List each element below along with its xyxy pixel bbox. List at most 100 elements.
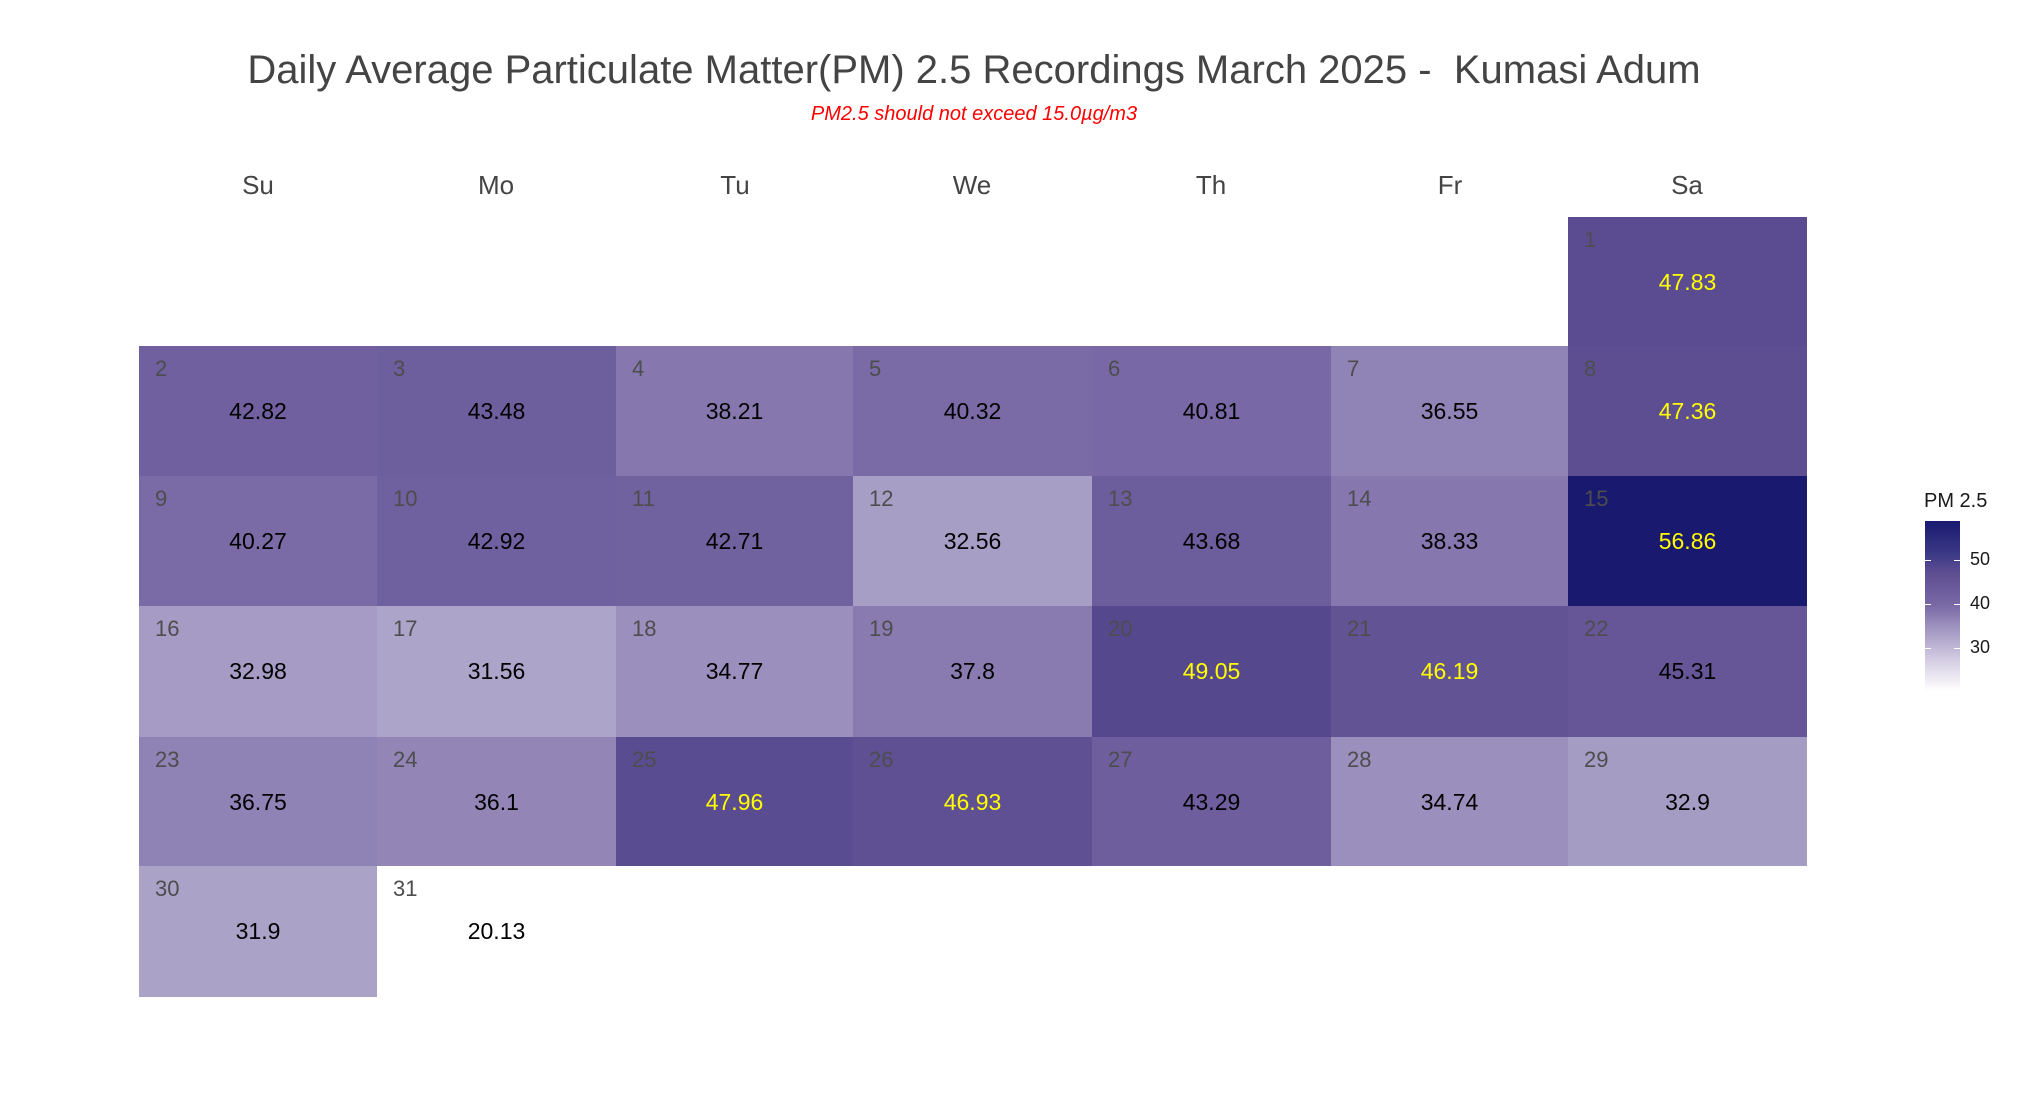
day-number: 12 xyxy=(869,486,894,511)
day-cell-28: 28 34.74 xyxy=(1331,737,1568,866)
day-number: 27 xyxy=(1108,747,1133,772)
day-cell-12: 12 32.56 xyxy=(853,476,1092,606)
pm25-value-label: 36.55 xyxy=(1420,398,1479,424)
legend-tick-label: 40 xyxy=(1970,592,1991,613)
day-number: 20 xyxy=(1108,616,1133,641)
day-cell-25: 25 47.96 xyxy=(616,737,853,866)
day-number: 10 xyxy=(393,486,418,511)
weekday-label-fr: Fr xyxy=(1437,170,1463,200)
day-number: 26 xyxy=(869,747,894,772)
day-cell-11: 11 42.71 xyxy=(616,476,853,606)
day-cell-10: 10 42.92 xyxy=(377,476,616,606)
day-number: 2 xyxy=(155,356,168,381)
legend-tick-mark xyxy=(1954,559,1960,561)
day-cell-3: 3 43.48 xyxy=(377,346,616,476)
pm25-value-label: 43.29 xyxy=(1182,789,1241,815)
pm25-value-label: 31.56 xyxy=(467,658,526,684)
day-number: 23 xyxy=(155,747,180,772)
chart-subtitle: PM2.5 should not exceed 15.0µg/m3 xyxy=(810,103,1138,125)
pm25-value-label: 49.05 xyxy=(1182,658,1241,684)
day-number: 21 xyxy=(1347,616,1372,641)
pm25-value-label: 38.21 xyxy=(705,398,764,424)
day-number: 6 xyxy=(1108,356,1121,381)
legend-title: PM 2.5 xyxy=(1924,490,1988,512)
day-number: 15 xyxy=(1584,486,1609,511)
pm25-value-label: 32.9 xyxy=(1665,789,1710,815)
day-cell-5: 5 40.32 xyxy=(853,346,1092,476)
day-cell-20: 20 49.05 xyxy=(1092,606,1331,737)
day-cell-21: 21 46.19 xyxy=(1331,606,1568,737)
day-number: 14 xyxy=(1347,486,1372,511)
pm25-value-label: 42.82 xyxy=(229,398,287,424)
day-number: 31 xyxy=(393,876,418,901)
day-cell-9: 9 40.27 xyxy=(139,476,377,606)
chart-title: Daily Average Particulate Matter(PM) 2.5… xyxy=(247,48,1701,92)
day-number: 30 xyxy=(155,876,180,901)
pm25-value-label: 37.8 xyxy=(950,658,995,684)
pm25-value-label: 42.71 xyxy=(705,528,764,554)
pm25-value-label: 34.77 xyxy=(705,658,764,684)
day-number: 25 xyxy=(632,747,657,772)
day-number: 9 xyxy=(155,486,168,511)
day-number: 7 xyxy=(1347,356,1360,381)
pm25-value-label: 47.83 xyxy=(1658,269,1717,295)
weekday-label-we: We xyxy=(952,170,992,200)
day-cell-7: 7 36.55 xyxy=(1331,346,1568,476)
day-cell-24: 24 36.1 xyxy=(377,737,616,866)
pm25-value-label: 56.86 xyxy=(1658,528,1717,554)
legend-tick-mark xyxy=(1925,559,1931,561)
day-cell-23: 23 36.75 xyxy=(139,737,377,866)
day-cell-2: 2 42.82 xyxy=(139,346,377,476)
day-number: 3 xyxy=(393,356,406,381)
day-number: 28 xyxy=(1347,747,1372,772)
pm25-value-label: 43.68 xyxy=(1182,528,1241,554)
legend-tick-mark xyxy=(1954,603,1960,605)
day-cell-16: 16 32.98 xyxy=(139,606,377,737)
day-number: 24 xyxy=(393,747,418,772)
day-cell-13: 13 43.68 xyxy=(1092,476,1331,606)
pm25-value-label: 40.27 xyxy=(229,528,287,554)
day-cell-26: 26 46.93 xyxy=(853,737,1092,866)
pm25-value-label: 46.93 xyxy=(943,789,1002,815)
day-number: 13 xyxy=(1108,486,1133,511)
pm25-value-label: 40.81 xyxy=(1182,398,1241,424)
legend-tick-label: 30 xyxy=(1970,636,1991,657)
day-number: 17 xyxy=(393,616,418,641)
day-cell-29: 29 32.9 xyxy=(1568,737,1807,866)
day-cell-17: 17 31.56 xyxy=(377,606,616,737)
pm25-value-label: 42.92 xyxy=(467,528,526,554)
day-cell-4: 4 38.21 xyxy=(616,346,853,476)
day-number: 22 xyxy=(1584,616,1609,641)
legend-colorbar xyxy=(1925,521,1960,691)
weekday-label-su: Su xyxy=(242,170,274,200)
pm25-value-label: 31.9 xyxy=(235,918,281,944)
day-cell-15: 15 56.86 xyxy=(1568,476,1807,606)
day-cell-22: 22 45.31 xyxy=(1568,606,1807,737)
pm25-value-label: 40.32 xyxy=(943,398,1002,424)
day-cell-6: 6 40.81 xyxy=(1092,346,1331,476)
legend-tick-label: 50 xyxy=(1970,548,1991,569)
day-cell-8: 8 47.36 xyxy=(1568,346,1807,476)
day-cell-27: 27 43.29 xyxy=(1092,737,1331,866)
weekday-label-mo: Mo xyxy=(477,170,515,200)
pm25-value-label: 47.96 xyxy=(705,789,764,815)
pm25-value-label: 36.1 xyxy=(474,789,519,815)
pm25-value-label: 34.74 xyxy=(1420,789,1479,815)
legend-tick-mark xyxy=(1954,647,1960,649)
pm25-value-label: 43.48 xyxy=(467,398,526,424)
day-number: 29 xyxy=(1584,747,1609,772)
pm25-value-label: 32.56 xyxy=(943,528,1002,554)
day-number: 1 xyxy=(1584,227,1597,252)
legend-tick-mark xyxy=(1925,603,1931,605)
pm25-value-label: 38.33 xyxy=(1420,528,1479,554)
day-cell-14: 14 38.33 xyxy=(1331,476,1568,606)
day-number: 4 xyxy=(632,356,645,381)
pm25-value-label: 36.75 xyxy=(229,789,287,815)
day-number: 8 xyxy=(1584,356,1597,381)
pm25-value-label: 32.98 xyxy=(229,658,287,684)
day-number: 16 xyxy=(155,616,180,641)
day-number: 11 xyxy=(632,486,655,511)
day-number: 18 xyxy=(632,616,657,641)
pm25-value-label: 45.31 xyxy=(1658,658,1717,684)
day-cell-1: 1 47.83 xyxy=(1568,217,1807,346)
